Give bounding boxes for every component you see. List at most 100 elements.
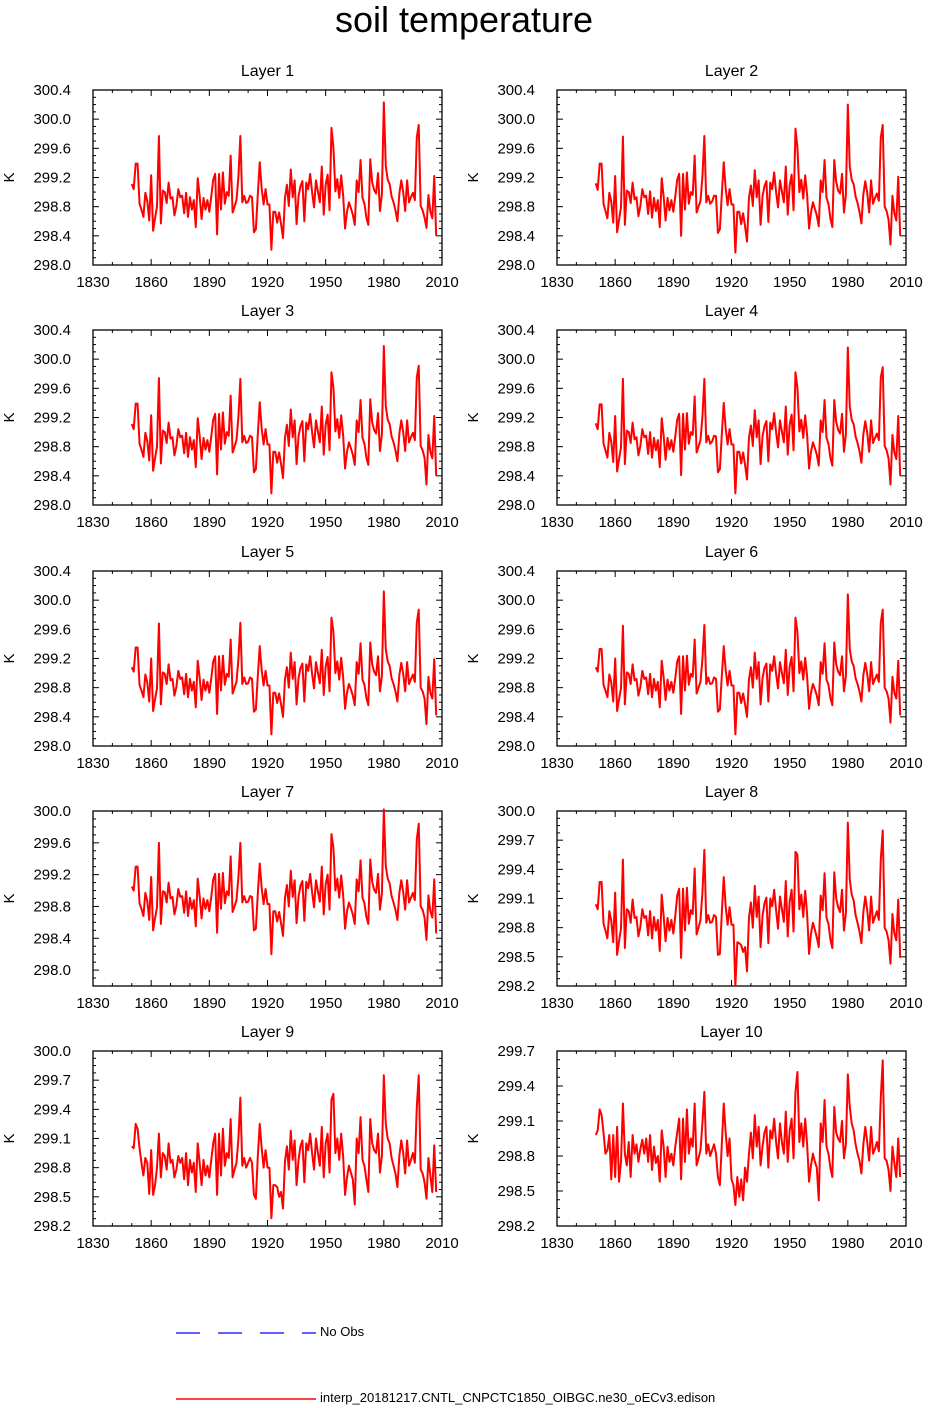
x-tick-label: 1920 [715,514,748,531]
x-tick-label: 1830 [540,1235,573,1252]
y-tick-label: 299.6 [497,140,535,157]
y-tick-label: 300.0 [497,351,535,368]
y-tick-label: 300.0 [33,111,71,128]
x-tick-label: 1890 [193,274,226,291]
y-tick-label: 298.4 [497,228,535,245]
x-tick-label: 1890 [657,514,690,531]
x-tick-label: 1860 [598,755,631,772]
plot-frame [556,89,907,266]
x-tick-label: 1980 [831,514,864,531]
x-tick-label: 2010 [425,995,458,1012]
x-tick-label: 1950 [309,514,342,531]
panel-title: Layer 4 [705,303,758,320]
panel-title: Layer 10 [700,1024,762,1041]
y-tick-label: 299.4 [497,861,535,878]
y-tick-label: 298.4 [33,228,71,245]
x-tick-label: 1830 [76,1235,109,1252]
x-tick-label: 1920 [251,274,284,291]
y-tick-label: 300.0 [33,1043,71,1060]
x-tick-label: 1860 [598,995,631,1012]
y-tick-label: 298.8 [497,439,535,456]
y-tick-label: 298.4 [33,930,71,947]
x-tick-label: 1980 [367,274,400,291]
x-tick-label: 1950 [309,995,342,1012]
page-title: soil temperature [334,0,594,40]
y-tick-label: 298.0 [33,962,71,979]
x-tick-label: 1980 [831,995,864,1012]
chart-panel-layer-2: Layer 2 1830 1860 1890 1920 1950 1980 2010 298.0… [465,63,923,291]
y-tick-label: 299.4 [33,1101,71,1118]
x-tick-label: 2010 [889,755,922,772]
y-tick-label: 299.2 [497,410,535,427]
legend-item-model: interp_20181217.CNTL_CNPCTC1850_OIBGC.ne… [176,1388,896,1408]
series-line-model [130,101,438,251]
x-tick-label: 1830 [540,995,573,1012]
y-tick-label: 298.4 [33,468,71,485]
y-tick-label: 299.6 [33,380,71,397]
y-tick-label: 299.2 [497,651,535,668]
series-line-model [131,1074,438,1220]
y-tick-label: 299.6 [33,140,71,157]
x-tick-label: 1830 [540,755,573,772]
x-tick-label: 1860 [598,1235,631,1252]
y-tick-label: 298.2 [497,978,535,995]
x-tick-label: 1980 [367,514,400,531]
y-tick-label: 298.5 [497,949,535,966]
y-tick-label: 299.6 [497,380,535,397]
plot-frame [92,329,443,506]
x-tick-label: 2010 [425,274,458,291]
x-tick-label: 1950 [773,755,806,772]
x-tick-label: 1980 [831,274,864,291]
x-tick-label: 2010 [889,995,922,1012]
y-tick-label: 298.4 [33,709,71,726]
x-tick-label: 1860 [134,995,167,1012]
x-tick-label: 1890 [657,755,690,772]
y-tick-label: 299.6 [33,621,71,638]
x-tick-label: 1920 [251,755,284,772]
x-tick-label: 2010 [889,514,922,531]
y-tick-label: 299.7 [33,1072,71,1089]
y-tick-label: 299.1 [497,1113,535,1130]
x-tick-label: 1890 [657,1235,690,1252]
y-tick-label: 298.4 [497,468,535,485]
y-axis-label: K [465,1133,482,1143]
x-tick-label: 1830 [76,755,109,772]
y-tick-label: 300.4 [497,322,535,339]
y-tick-label: 299.2 [497,170,535,187]
y-tick-label: 298.0 [33,738,71,755]
panel-title: Layer 2 [705,63,758,80]
y-tick-label: 298.8 [33,439,71,456]
y-tick-label: 299.6 [33,835,71,852]
x-tick-label: 1860 [134,755,167,772]
y-tick-label: 298.5 [33,1189,71,1206]
chart-panel-layer-5: Layer 5 1830 1860 1890 1920 1950 1980 2010 298.0… [1,544,459,772]
x-tick-label: 1920 [251,1235,284,1252]
y-tick-label: 300.0 [33,351,71,368]
x-tick-label: 1830 [76,514,109,531]
series-line-model [594,103,902,254]
x-tick-label: 1890 [193,755,226,772]
y-tick-label: 300.0 [497,592,535,609]
y-tick-label: 299.7 [497,832,535,849]
plot-frame [92,1050,443,1227]
panel-title: Layer 3 [241,303,294,320]
x-tick-label: 1950 [773,995,806,1012]
x-tick-label: 1950 [773,274,806,291]
x-tick-label: 1920 [715,1235,748,1252]
chart-panel-layer-7: Layer 7 1830 1860 1890 1920 1950 1980 2010 298.0… [1,784,459,1012]
y-tick-label: 299.6 [497,621,535,638]
legend-label-obs: No Obs [320,1324,365,1339]
x-tick-label: 1860 [598,274,631,291]
y-axis-label: K [465,653,482,663]
legend-line-model [176,1398,316,1400]
x-tick-label: 1830 [540,274,573,291]
x-tick-label: 1920 [251,514,284,531]
y-tick-label: 300.0 [497,803,535,820]
y-tick-label: 300.0 [33,592,71,609]
x-tick-label: 1860 [134,1235,167,1252]
x-tick-label: 1860 [134,274,167,291]
x-tick-label: 1920 [715,995,748,1012]
y-tick-label: 300.4 [33,322,71,339]
y-tick-label: 299.2 [33,410,71,427]
y-tick-label: 298.8 [33,680,71,697]
